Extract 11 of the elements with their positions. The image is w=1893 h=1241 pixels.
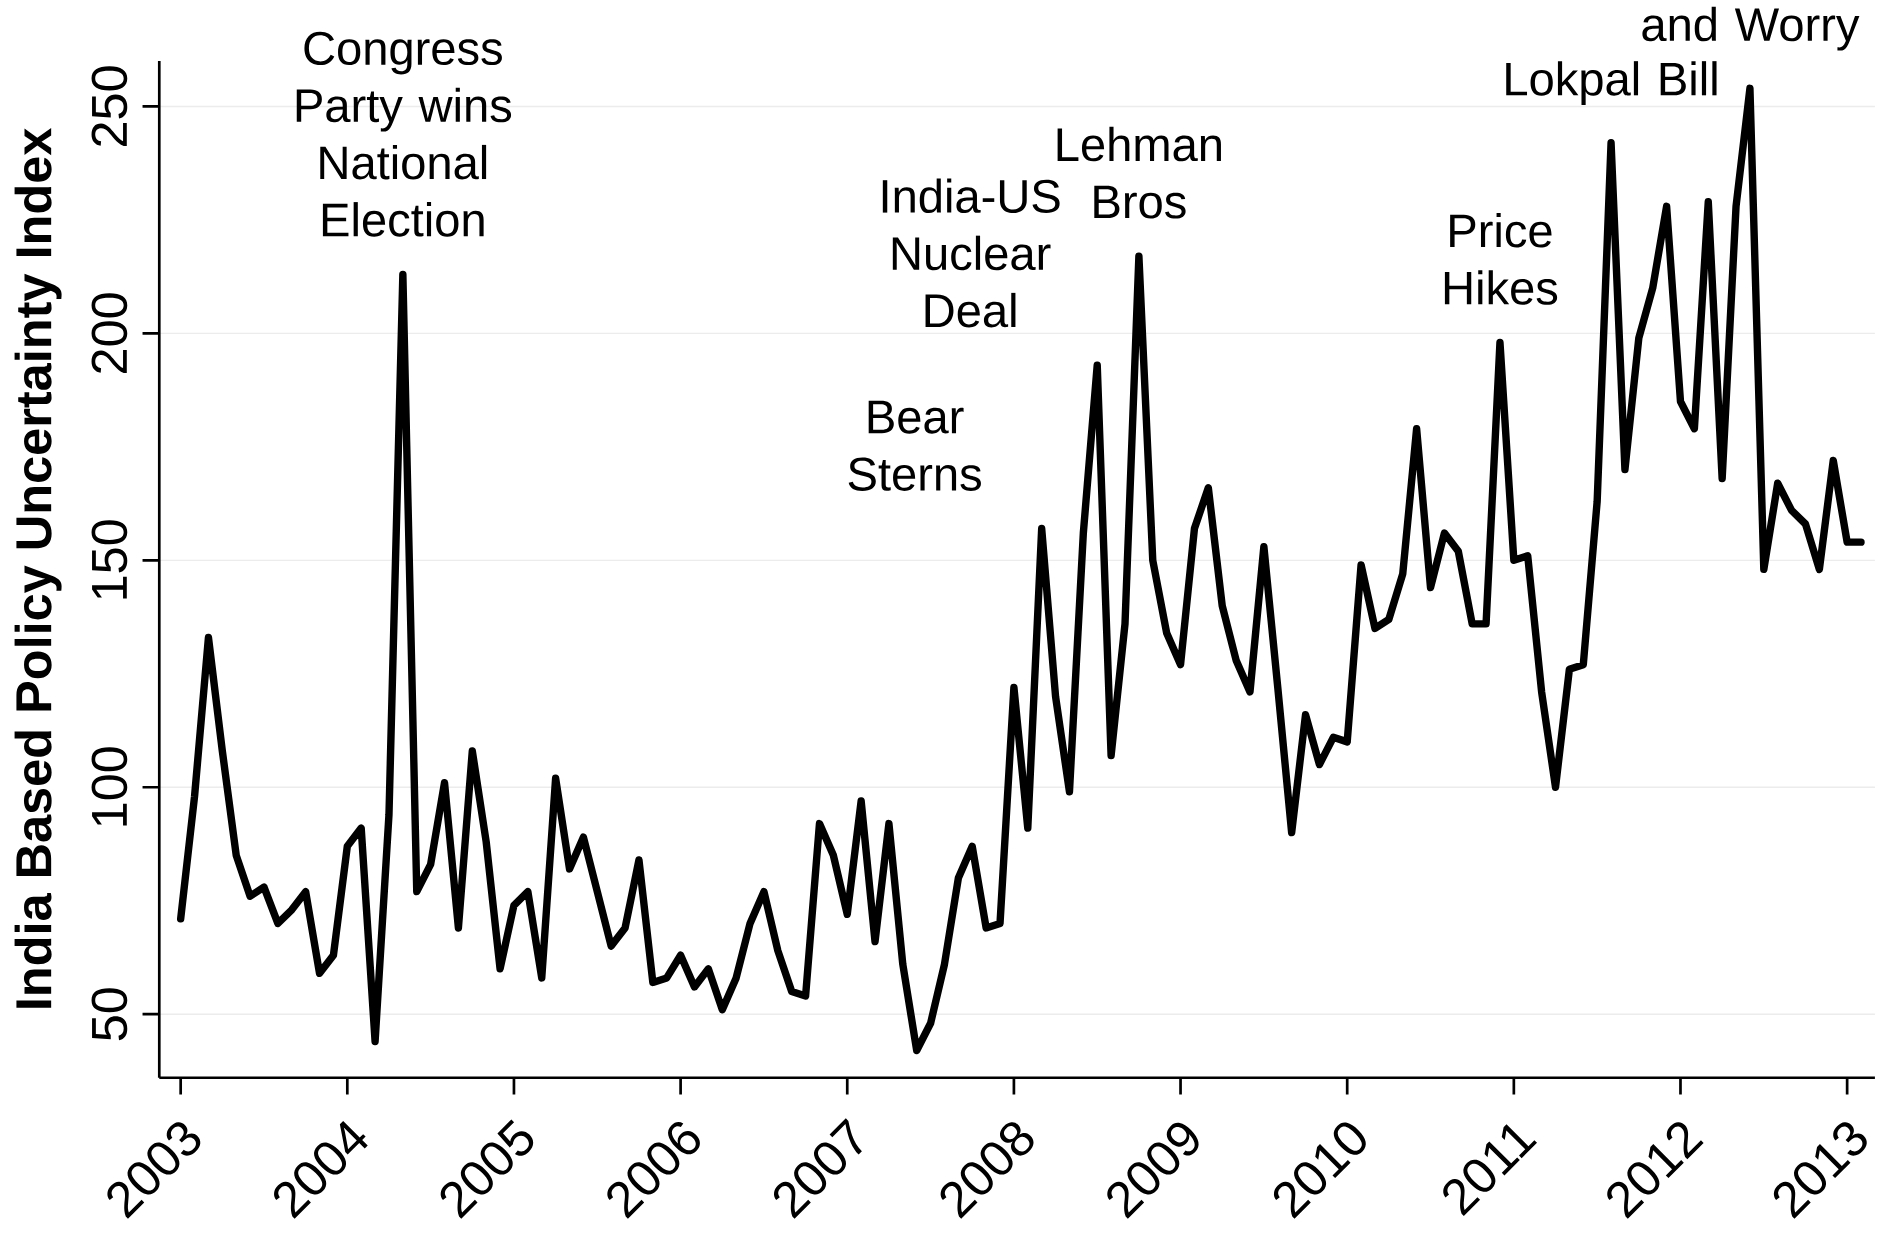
y-tick-label: 100 <box>91 746 128 826</box>
annotation: Bear Sterns <box>848 400 981 491</box>
annotation: Congress Party wins National Election <box>296 31 512 237</box>
y-tick-label: 150 <box>91 520 128 599</box>
annotation: and Worry <box>1642 6 1860 51</box>
annotation: Lokpal Bill <box>1506 60 1717 105</box>
y-tick-label: 200 <box>91 293 128 373</box>
y-tick-label: 250 <box>91 66 128 146</box>
annotation: Price Hikes <box>1444 212 1558 305</box>
y-tick-label: 50 <box>91 987 128 1041</box>
y-axis-title: India Based Policy Uncertainty Index <box>14 127 62 1008</box>
